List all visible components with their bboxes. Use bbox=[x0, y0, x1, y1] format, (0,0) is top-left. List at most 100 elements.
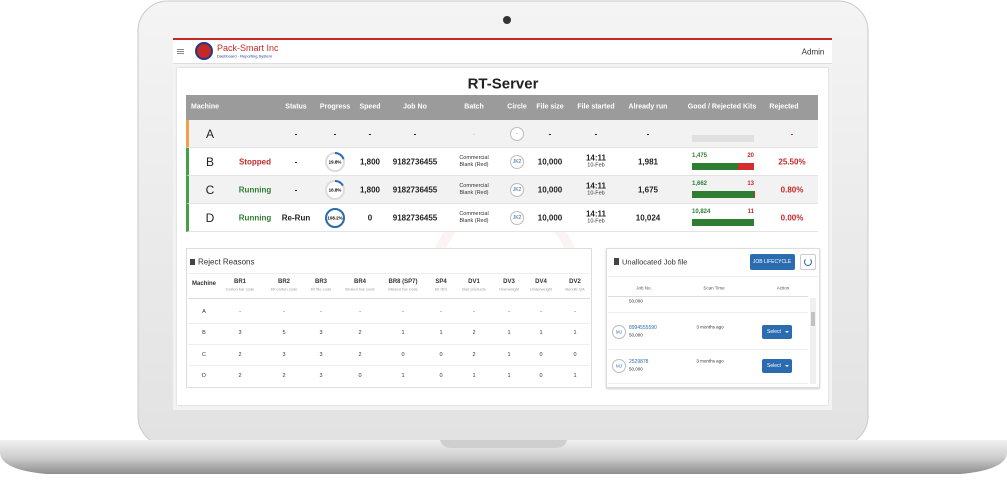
reason-code: BR2 bbox=[277, 279, 291, 285]
reason-row-line bbox=[188, 322, 590, 324]
progress: - bbox=[333, 129, 337, 139]
menu-icon[interactable] bbox=[177, 49, 184, 50]
reason-count: 0 bbox=[439, 372, 443, 379]
reason-count: 1 bbox=[507, 330, 511, 337]
reason-count: - bbox=[239, 309, 241, 315]
good-bar bbox=[692, 191, 754, 198]
job-column-header: Job No. bbox=[636, 285, 652, 291]
reason-desc: Bad products bbox=[462, 286, 486, 292]
reason-code: SP4 bbox=[435, 279, 447, 285]
select-button[interactable] bbox=[762, 325, 792, 339]
reason-count: 3 bbox=[282, 351, 286, 358]
select-label[interactable]: Select bbox=[767, 363, 781, 369]
ring-value bbox=[325, 152, 345, 172]
reason-desc: Missed bar code bbox=[388, 286, 418, 292]
select-button[interactable] bbox=[762, 359, 792, 373]
reason-code: BR8 (SP7) bbox=[388, 279, 418, 285]
rejected-kits: 20 bbox=[747, 153, 754, 159]
column-header: Good / Rejected Kits bbox=[687, 103, 757, 111]
job-link[interactable]: 8994555590 bbox=[629, 325, 657, 331]
reason-count: A bbox=[202, 309, 206, 315]
reason-count: 0 bbox=[573, 351, 577, 358]
status: - bbox=[294, 129, 298, 139]
machine-row bbox=[186, 176, 818, 204]
job-no: 9182736455 bbox=[392, 185, 438, 195]
panel-title: Reject Reasons bbox=[198, 257, 255, 267]
top-accent bbox=[173, 38, 832, 40]
circle-badge bbox=[510, 211, 524, 225]
job-row-line bbox=[608, 383, 808, 384]
reason-desc: Kit ID's bbox=[434, 286, 448, 292]
avatar bbox=[612, 359, 626, 373]
reason-desc: Kit file code bbox=[310, 286, 332, 292]
reason-desc: Bundle QA bbox=[565, 286, 585, 292]
reason-count: 2 bbox=[282, 372, 286, 379]
reason-count: 2 bbox=[238, 372, 242, 379]
machine-state: Stopped bbox=[239, 157, 271, 167]
scrollbar-track bbox=[810, 298, 816, 384]
progress-label: 19.8% bbox=[328, 159, 342, 165]
reason-count: D bbox=[202, 372, 206, 379]
reason-count: 1 bbox=[507, 372, 511, 379]
rejected-rate: 0.00% bbox=[780, 213, 804, 223]
avatar bbox=[612, 325, 626, 339]
status: - bbox=[294, 185, 298, 195]
avatar-initials: MJ bbox=[616, 329, 622, 335]
scan-time: 3 months ago bbox=[696, 324, 724, 330]
file-size: 10,000 bbox=[537, 185, 563, 195]
file-started: - bbox=[594, 129, 598, 139]
column-header: Progress bbox=[319, 103, 351, 111]
progress-ring bbox=[325, 208, 345, 228]
user-name[interactable]: Admin bbox=[801, 47, 825, 57]
job-no: 9182736455 bbox=[392, 213, 438, 223]
machine-state: Running bbox=[238, 213, 272, 223]
reason-code: BR3 bbox=[314, 279, 328, 285]
machine-name: C bbox=[205, 183, 215, 197]
reason-count: 1 bbox=[401, 330, 405, 337]
reject-panel bbox=[186, 248, 592, 388]
reason-count: 1 bbox=[573, 330, 577, 337]
job-quantity: 50,000 bbox=[629, 332, 643, 338]
reason-count: 2 bbox=[238, 351, 242, 358]
circle: JK2 bbox=[512, 159, 522, 165]
file-size: 10,000 bbox=[537, 213, 563, 223]
status: - bbox=[294, 157, 298, 167]
reason-desc: Kit carton code bbox=[270, 286, 298, 292]
rejected-bar bbox=[738, 163, 754, 170]
scrollbar-thumb[interactable] bbox=[811, 312, 815, 326]
reason-count: 1 bbox=[573, 372, 577, 379]
reason-count: - bbox=[574, 309, 576, 315]
progress-label: 16.8% bbox=[328, 187, 342, 193]
select-caret bbox=[785, 365, 789, 367]
lifecycle-button[interactable] bbox=[750, 254, 795, 270]
reason-count: - bbox=[283, 309, 285, 315]
machine-name: B bbox=[205, 155, 215, 169]
reason-count: 5 bbox=[282, 330, 286, 337]
machine-name: D bbox=[205, 211, 215, 225]
good-kits: 1,475 bbox=[692, 153, 708, 159]
column-header: Circle bbox=[507, 103, 527, 111]
circle: - bbox=[516, 131, 518, 137]
machine-row bbox=[186, 120, 818, 148]
column-header: File started bbox=[577, 103, 615, 111]
select-label[interactable]: Select bbox=[767, 329, 781, 335]
reason-desc: Carton bar code bbox=[225, 286, 255, 292]
job-link[interactable]: 2529878 bbox=[629, 359, 649, 365]
file-size: - bbox=[548, 129, 552, 139]
column-header: Already run bbox=[628, 103, 668, 111]
batch: Commercial Blank (Red) bbox=[459, 155, 489, 168]
camera bbox=[503, 16, 511, 24]
lifecycle-button-label[interactable]: JOB LIFECYCLE bbox=[752, 259, 792, 265]
speed: 0 bbox=[367, 213, 373, 223]
reason-count: 1 bbox=[472, 372, 476, 379]
reason-count: 3 bbox=[319, 372, 323, 379]
file-started-date: 10-Feb bbox=[587, 162, 605, 169]
logo bbox=[195, 42, 213, 60]
reason-count: 0 bbox=[539, 372, 543, 379]
reason-count: C bbox=[202, 351, 206, 358]
jobs-divider bbox=[608, 276, 818, 277]
speed: 1,800 bbox=[359, 157, 381, 167]
reason-count: 0 bbox=[539, 351, 543, 358]
reason-count: 0 bbox=[358, 372, 362, 379]
file-icon bbox=[614, 258, 619, 265]
